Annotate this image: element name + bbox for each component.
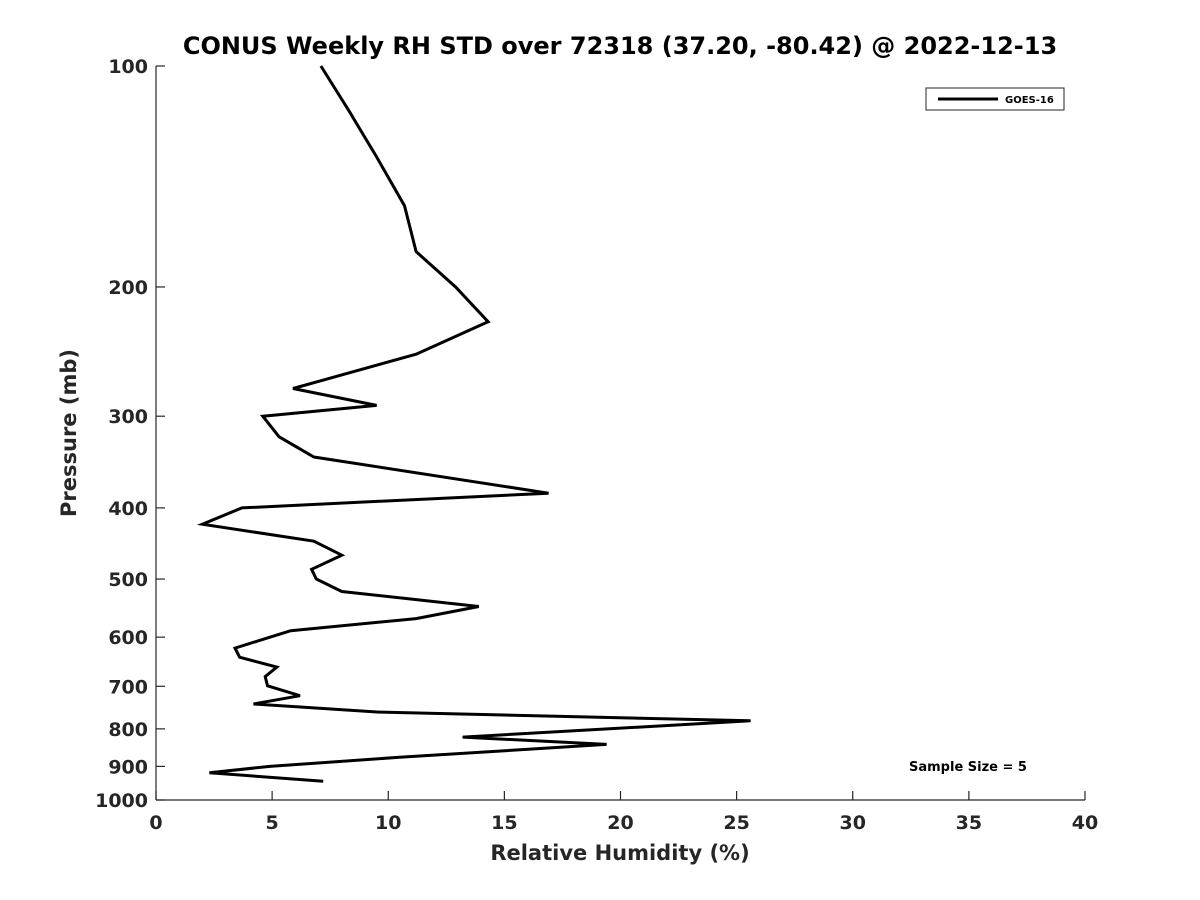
series-line-goes-16 [196, 65, 751, 783]
y-tick-label: 500 [108, 569, 148, 591]
y-ticks: 100 200 300 400 500 600 700 800 900 1000 [95, 56, 165, 812]
axes [155, 66, 1085, 801]
data-point [605, 743, 608, 746]
data-point [240, 506, 243, 509]
y-axis-label: Pressure (mb) [57, 349, 81, 517]
data-point [299, 694, 302, 697]
data-point [261, 415, 264, 418]
y-tick-label: 600 [108, 627, 148, 649]
data-point [201, 523, 204, 526]
data-point [275, 666, 278, 669]
y-tick-label: 700 [108, 676, 148, 698]
chart-title: CONUS Weekly RH STD over 72318 (37.20, -… [183, 32, 1057, 60]
y-tick-label: 300 [108, 406, 148, 428]
y-tick-label: 400 [108, 498, 148, 520]
data-point [319, 65, 322, 68]
y-tick-label: 900 [108, 756, 148, 778]
data-point [289, 629, 292, 632]
data-point [378, 711, 381, 714]
data-point [415, 617, 418, 620]
legend-label: GOES-16 [1005, 95, 1054, 106]
y-tick-label: 1000 [95, 790, 148, 812]
y-tick-label: 200 [108, 277, 148, 299]
data-point [322, 780, 325, 783]
x-tick-label: 35 [956, 812, 982, 834]
x-tick-label: 5 [266, 812, 279, 834]
data-point [375, 404, 378, 407]
data-point [252, 703, 255, 706]
data-point [477, 605, 480, 608]
x-tick-label: 30 [840, 812, 866, 834]
data-point [415, 353, 418, 356]
data-point [340, 590, 343, 593]
data-point [315, 578, 318, 581]
data-point [312, 540, 315, 543]
data-point [547, 492, 550, 495]
x-axis-label: Relative Humidity (%) [490, 841, 749, 865]
data-point [415, 250, 418, 253]
data-point [340, 554, 343, 557]
data-point [461, 736, 464, 739]
x-tick-label: 20 [607, 812, 633, 834]
data-point [264, 675, 267, 678]
data-point [454, 286, 457, 289]
data-point [403, 204, 406, 207]
sample-size-annotation: Sample Size = 5 [909, 760, 1027, 775]
data-point [278, 435, 281, 438]
data-point [292, 387, 295, 390]
y-tick-label: 800 [108, 719, 148, 741]
data-point [268, 765, 271, 768]
data-point [238, 656, 241, 659]
data-point [310, 568, 313, 571]
data-point [375, 155, 378, 158]
series-layer [196, 65, 752, 783]
data-point [347, 109, 350, 112]
x-tick-label: 25 [723, 812, 749, 834]
data-point [396, 756, 399, 759]
y-tick-label: 100 [108, 56, 148, 78]
x-tick-label: 10 [375, 812, 401, 834]
data-point [234, 647, 237, 650]
data-point [312, 456, 315, 459]
x-ticks: 0 5 10 15 20 25 30 35 40 [149, 791, 1098, 834]
legend: GOES-16 [925, 87, 1065, 111]
data-point [487, 320, 490, 323]
x-tick-label: 0 [149, 812, 162, 834]
data-point [749, 719, 752, 722]
data-point [208, 771, 211, 774]
data-point [266, 684, 269, 687]
x-tick-label: 40 [1072, 812, 1098, 834]
x-tick-label: 15 [491, 812, 517, 834]
